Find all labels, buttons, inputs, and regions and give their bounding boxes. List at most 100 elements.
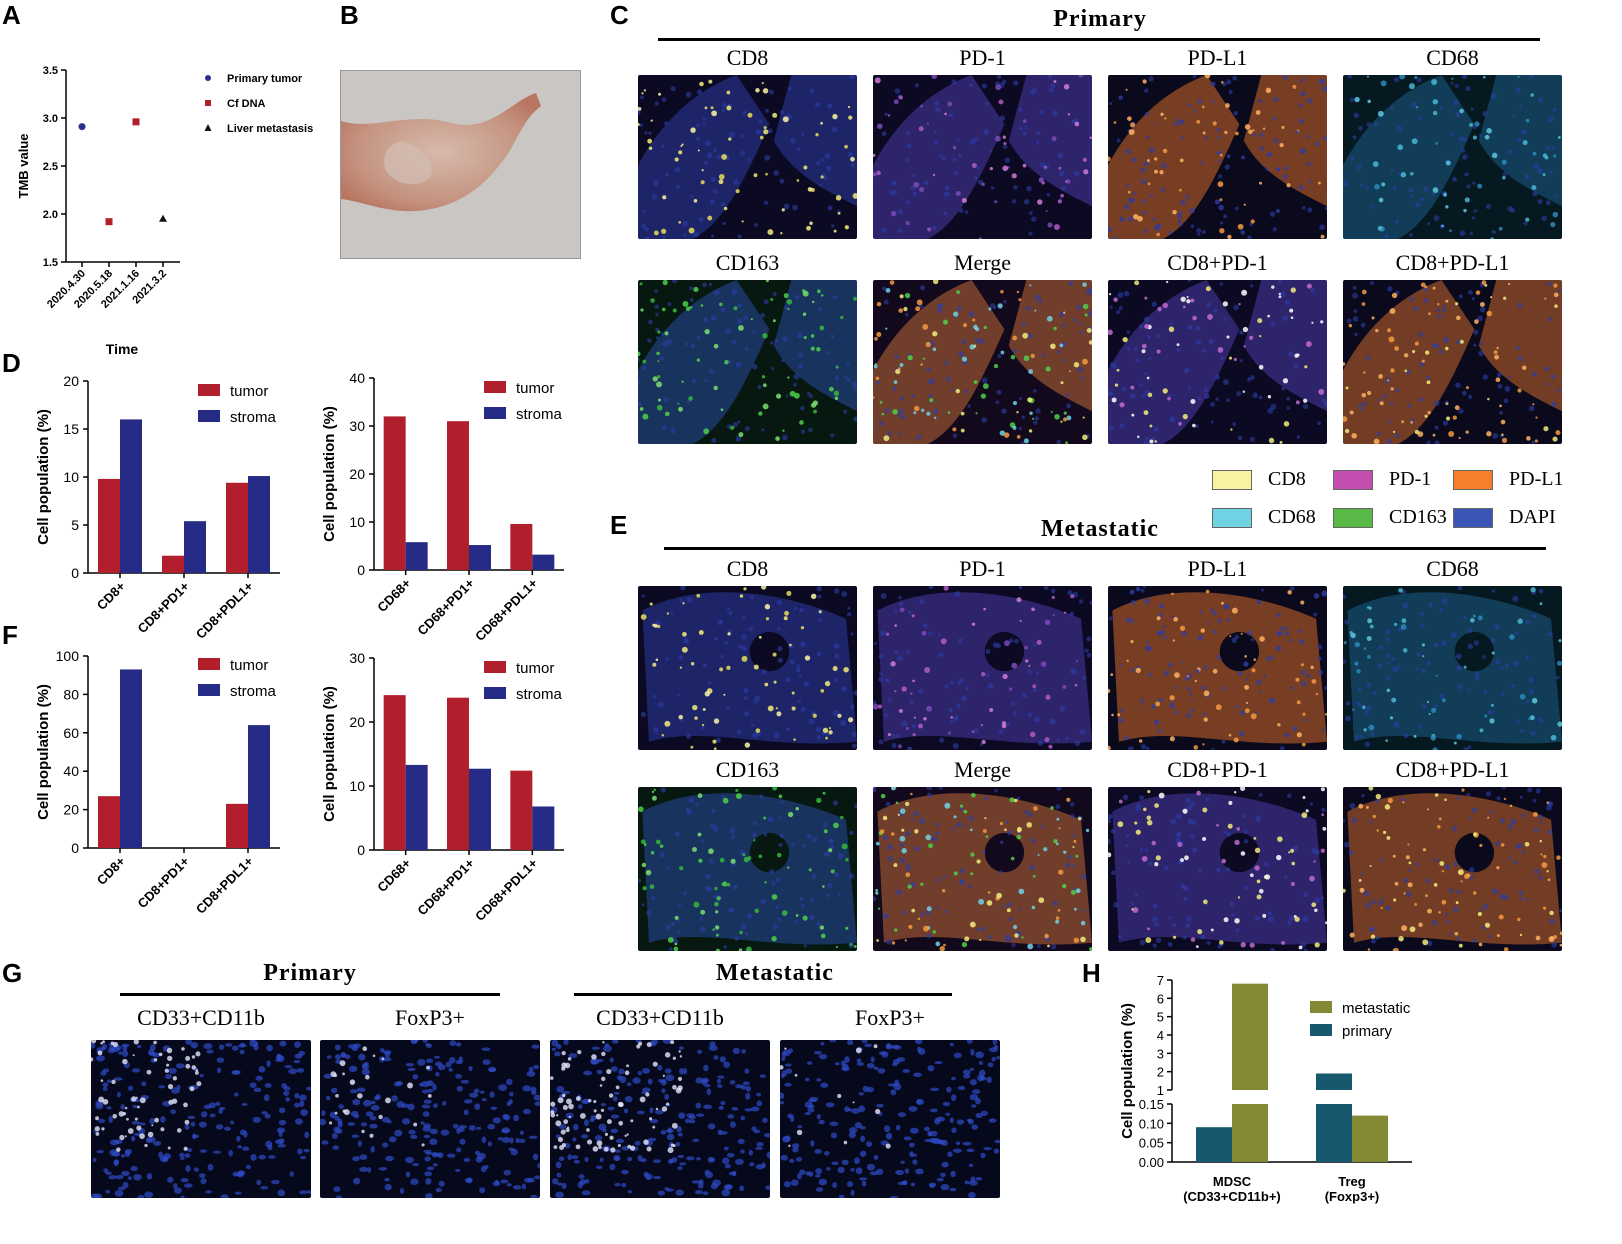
nucleus [1223, 830, 1227, 835]
nucleus [449, 1040, 457, 1047]
nucleus [899, 396, 904, 402]
nucleus [894, 650, 899, 655]
nucleus [1394, 77, 1399, 83]
nucleus [980, 1075, 985, 1081]
nucleus [998, 729, 1004, 735]
stain-spot [1177, 842, 1183, 848]
bar [248, 725, 270, 848]
nucleus [930, 1087, 940, 1092]
nucleus [423, 1123, 432, 1128]
nucleus [1022, 131, 1027, 136]
nucleus [1002, 144, 1008, 150]
nucleus [1190, 224, 1195, 229]
stain-spot [700, 909, 706, 915]
nucleus [481, 1098, 487, 1102]
stain-spot [154, 1117, 160, 1123]
nucleus [762, 1117, 768, 1124]
stain-spot [844, 144, 848, 149]
stain-spot [961, 197, 967, 203]
nucleus [405, 1156, 415, 1164]
bar [469, 768, 491, 850]
nucleus [1461, 390, 1467, 396]
nucleus [640, 711, 647, 718]
stain-spot [1386, 836, 1391, 840]
nucleus [1282, 315, 1289, 321]
nucleus [731, 1170, 737, 1177]
stain-spot [1082, 416, 1085, 419]
nucleus [1201, 685, 1206, 691]
nucleus [814, 1149, 822, 1154]
nucleus [1192, 75, 1197, 79]
stain-spot [810, 346, 815, 351]
y-tick-label: 30 [349, 650, 365, 666]
stain-spot [1365, 805, 1369, 809]
nucleus [726, 706, 730, 710]
nucleus [926, 367, 931, 373]
nucleus [1407, 403, 1412, 408]
stain-spot [172, 1076, 178, 1081]
nucleus [728, 131, 735, 138]
nucleus [735, 1084, 744, 1089]
nucleus [966, 1040, 973, 1044]
stain-spot [1037, 854, 1040, 857]
stain-spot [925, 341, 931, 348]
nucleus [864, 1043, 873, 1048]
stain-spot [1370, 934, 1376, 939]
stain-spot [579, 1113, 586, 1119]
stain-spot [843, 666, 849, 673]
stain-spot [662, 280, 668, 286]
stain-spot [1000, 289, 1004, 294]
stain-spot [1203, 690, 1210, 697]
stain-spot [1432, 433, 1436, 437]
legend-label: tumor [516, 660, 554, 677]
nucleus [1270, 947, 1276, 951]
stain-spot [1300, 148, 1306, 154]
stain-spot [682, 300, 689, 307]
nucleus [689, 286, 694, 291]
nucleus [1272, 227, 1277, 232]
micro-image-drawing [1343, 75, 1562, 239]
stain-spot [1143, 807, 1147, 812]
y-tick-label: 0.00 [1139, 1155, 1164, 1170]
stain-spot [819, 325, 825, 331]
nucleus [348, 1065, 358, 1073]
nucleus [1317, 656, 1322, 661]
stain-spot [1552, 436, 1558, 442]
nucleus [1184, 367, 1190, 374]
stain-spot [802, 312, 807, 316]
nucleus [1069, 802, 1075, 807]
stain-spot [1168, 326, 1175, 332]
stain-spot [999, 430, 1006, 436]
nucleus [1181, 136, 1185, 140]
nucleus [642, 1087, 651, 1093]
nucleus [1016, 796, 1021, 800]
nucleus [1396, 125, 1402, 131]
nucleus [1499, 817, 1506, 824]
stain-spot [1387, 797, 1393, 804]
nucleus [964, 824, 968, 829]
nucleus [109, 1149, 119, 1157]
y-tick-label: 1 [1157, 1083, 1164, 1098]
legend-label: metastatic [1342, 1000, 1411, 1017]
nucleus [685, 91, 692, 98]
nucleus [611, 1040, 619, 1044]
nucleus [896, 889, 902, 896]
stain-spot [656, 624, 661, 629]
nucleus [1344, 620, 1349, 625]
nucleus [401, 1103, 410, 1108]
nucleus [627, 1156, 633, 1162]
stain-spot [1244, 684, 1250, 690]
nucleus [412, 1163, 420, 1167]
stain-spot [1372, 814, 1376, 819]
stain-spot [1147, 182, 1151, 186]
stain-spot [677, 1085, 683, 1091]
nucleus [800, 406, 805, 411]
nucleus [1555, 194, 1559, 198]
nucleus [713, 289, 720, 296]
stain-spot [1006, 908, 1011, 913]
nucleus [956, 703, 961, 709]
nucleus [583, 1070, 592, 1076]
stain-spot [913, 411, 917, 415]
nucleus [1318, 669, 1324, 675]
nucleus [632, 1077, 641, 1084]
